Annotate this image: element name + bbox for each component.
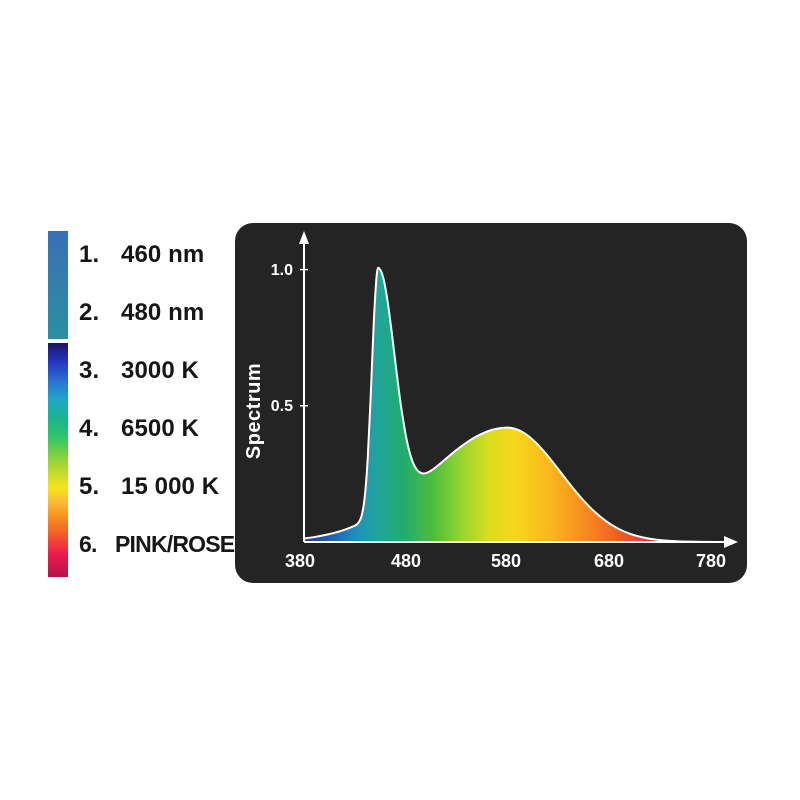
svg-text:680: 680: [594, 551, 624, 571]
svg-text:1.0: 1.0: [271, 262, 293, 279]
svg-text:480: 480: [391, 551, 421, 571]
svg-text:380: 380: [285, 551, 315, 571]
svg-text:0.5: 0.5: [271, 398, 293, 415]
svg-text:580: 580: [491, 551, 521, 571]
svg-text:780: 780: [696, 551, 726, 571]
